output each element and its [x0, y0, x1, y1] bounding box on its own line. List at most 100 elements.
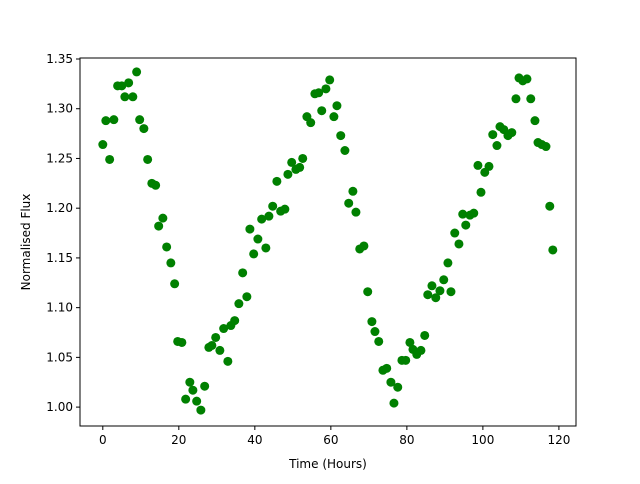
point	[359, 241, 369, 251]
point	[272, 176, 282, 186]
point	[484, 161, 494, 171]
point	[545, 201, 555, 211]
point	[166, 258, 176, 268]
point	[492, 141, 502, 151]
point	[340, 145, 350, 155]
x-tick-label: 40	[247, 433, 262, 447]
point	[469, 208, 479, 218]
point	[105, 154, 115, 164]
point	[306, 118, 316, 128]
point	[128, 92, 138, 102]
point	[443, 258, 453, 268]
point	[393, 382, 403, 392]
point	[143, 154, 153, 164]
point	[249, 249, 259, 259]
point	[405, 337, 415, 347]
point	[109, 115, 119, 125]
point	[257, 214, 267, 224]
y-tick-label: 1.05	[46, 350, 73, 364]
point	[420, 330, 430, 340]
point	[386, 377, 396, 387]
point	[332, 101, 342, 111]
y-tick-label: 1.25	[46, 151, 73, 165]
y-axis-label: Normalised Flux	[19, 194, 33, 291]
point	[151, 180, 161, 190]
point	[188, 385, 198, 395]
point	[382, 363, 392, 373]
point	[162, 242, 172, 252]
point	[200, 381, 210, 391]
point	[181, 394, 191, 404]
y-tick-label: 1.10	[46, 301, 73, 315]
point	[120, 92, 130, 102]
point	[207, 340, 217, 350]
point	[317, 106, 327, 116]
point	[541, 142, 551, 152]
point	[325, 75, 335, 85]
x-tick-label: 80	[399, 433, 414, 447]
point	[488, 130, 498, 140]
point	[548, 245, 558, 255]
point	[98, 140, 108, 150]
point	[295, 162, 305, 172]
point	[170, 279, 180, 289]
point	[117, 81, 127, 91]
y-tick-label: 1.20	[46, 201, 73, 215]
x-tick-label: 120	[547, 433, 570, 447]
point	[446, 287, 456, 297]
point	[132, 67, 142, 77]
point	[314, 88, 324, 98]
point	[458, 209, 468, 219]
point	[431, 293, 441, 303]
point	[280, 204, 290, 214]
point	[370, 327, 380, 337]
point	[321, 84, 331, 94]
point	[211, 332, 221, 342]
y-tick-label: 1.35	[46, 52, 73, 66]
point	[238, 268, 248, 278]
point	[245, 224, 255, 234]
point	[298, 153, 308, 163]
point	[329, 112, 339, 122]
y-tick-label: 1.00	[46, 400, 73, 414]
point	[435, 286, 445, 296]
point	[416, 345, 426, 355]
point	[287, 157, 297, 167]
point	[363, 287, 373, 297]
axes-frame	[79, 57, 577, 427]
point	[439, 275, 449, 285]
point	[427, 281, 437, 291]
point	[351, 207, 361, 217]
point	[264, 211, 274, 221]
point	[230, 316, 240, 326]
y-tick-label: 1.30	[46, 102, 73, 116]
point	[196, 405, 206, 415]
point	[283, 169, 293, 179]
y-tick-label: 1.15	[46, 251, 73, 265]
point	[507, 128, 517, 138]
point	[223, 356, 233, 366]
point	[124, 78, 134, 88]
point	[511, 94, 521, 104]
point	[135, 115, 145, 125]
point	[242, 292, 252, 302]
point	[158, 213, 168, 223]
x-tick-label: 100	[471, 433, 494, 447]
x-tick-label: 0	[99, 433, 107, 447]
point	[530, 116, 540, 126]
point	[522, 74, 532, 84]
point	[219, 324, 229, 334]
point	[234, 299, 244, 309]
point	[423, 290, 433, 300]
point	[526, 94, 536, 104]
x-tick-label: 60	[323, 433, 338, 447]
x-axis-label: Time (Hours)	[288, 457, 367, 471]
point	[261, 243, 271, 253]
point	[101, 116, 111, 126]
point	[473, 160, 483, 170]
point	[253, 234, 263, 244]
point	[344, 198, 354, 208]
point	[177, 337, 187, 347]
point	[454, 239, 464, 249]
